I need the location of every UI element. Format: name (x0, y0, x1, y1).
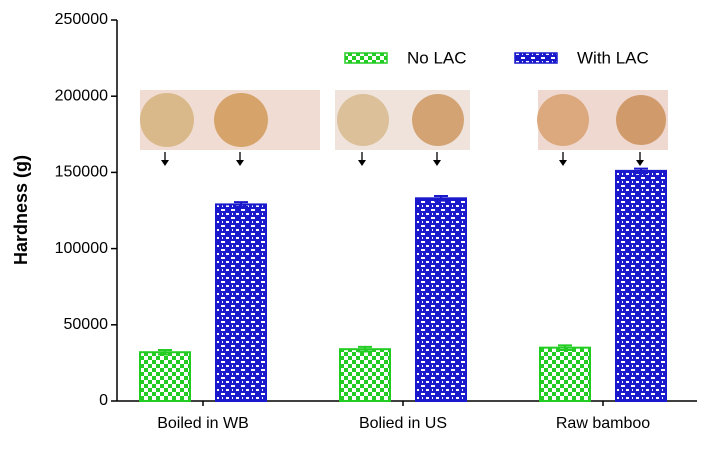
bar (215, 203, 267, 402)
legend-label: With LAC (577, 48, 649, 67)
error-bar (434, 195, 448, 202)
x-tick-label: Bolied in US (359, 415, 447, 432)
y-tick-label: 50000 (64, 316, 109, 333)
y-axis-title: Hardness (g) (11, 155, 31, 265)
x-tick-label: Boiled in WB (157, 415, 249, 432)
x-tick-label: Raw bamboo (556, 415, 650, 432)
error-bar (634, 167, 648, 175)
bar (339, 348, 391, 402)
legend-label: No LAC (407, 48, 467, 67)
error-bar (558, 344, 572, 351)
sample-photos (140, 90, 668, 166)
y-tick-label: 0 (99, 392, 108, 409)
error-bar (234, 201, 248, 208)
y-tick-label: 150000 (55, 164, 108, 181)
bar (139, 351, 191, 402)
legend-swatch (344, 52, 388, 64)
error-bar (158, 348, 172, 356)
bar (415, 197, 467, 402)
error-bar (358, 345, 372, 353)
y-tick-label: 250000 (55, 11, 108, 28)
y-tick-label: 200000 (55, 87, 108, 104)
legend-swatch (514, 52, 558, 64)
bar (539, 346, 591, 403)
y-tick-label: 100000 (55, 240, 108, 257)
bar (615, 169, 667, 402)
